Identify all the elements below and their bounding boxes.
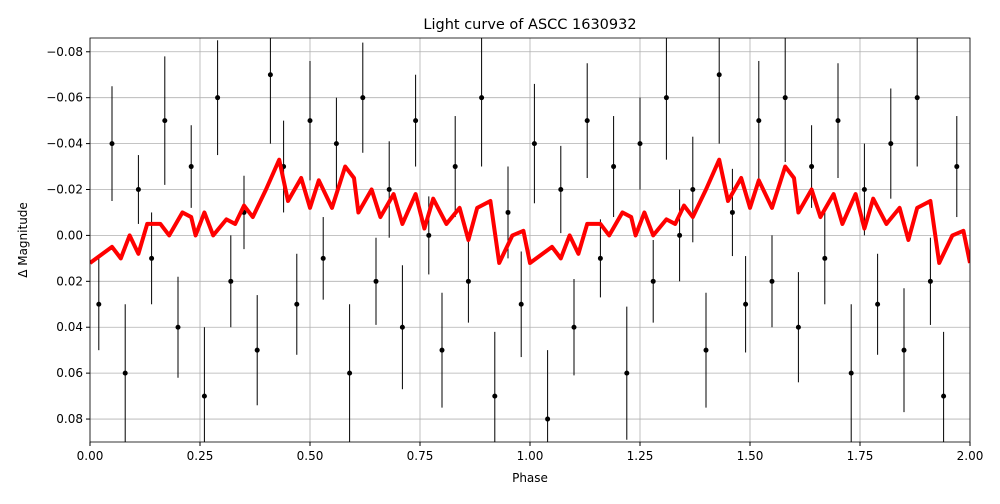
data-point bbox=[954, 164, 960, 170]
x-tick-label: 0.75 bbox=[407, 449, 434, 463]
data-point bbox=[914, 95, 920, 101]
data-point bbox=[624, 370, 630, 376]
y-tick-label: 0.06 bbox=[56, 366, 83, 380]
data-point bbox=[228, 278, 234, 284]
y-tick-label: 0.04 bbox=[56, 320, 83, 334]
data-point bbox=[518, 301, 524, 307]
data-point bbox=[663, 95, 669, 101]
data-point bbox=[756, 118, 762, 124]
data-point bbox=[452, 164, 458, 170]
data-point bbox=[769, 278, 775, 284]
data-point bbox=[360, 95, 366, 101]
data-point bbox=[611, 164, 617, 170]
data-point bbox=[215, 95, 221, 101]
data-point bbox=[267, 72, 273, 78]
data-point bbox=[465, 278, 471, 284]
data-point bbox=[320, 255, 326, 261]
data-point bbox=[439, 347, 445, 353]
data-point bbox=[703, 347, 709, 353]
data-point bbox=[729, 209, 735, 215]
data-point bbox=[109, 141, 115, 147]
data-point bbox=[901, 347, 907, 353]
data-point bbox=[149, 255, 155, 261]
y-axis-label: Δ Magnitude bbox=[16, 202, 30, 278]
data-point bbox=[848, 370, 854, 376]
data-point bbox=[716, 72, 722, 78]
data-point bbox=[175, 324, 181, 330]
data-point bbox=[545, 416, 551, 422]
data-point bbox=[162, 118, 168, 124]
x-tick-label: 2.00 bbox=[957, 449, 984, 463]
y-tick-label: 0.00 bbox=[56, 228, 83, 242]
data-point bbox=[347, 370, 353, 376]
data-point bbox=[373, 278, 379, 284]
data-point bbox=[571, 324, 577, 330]
data-point bbox=[809, 164, 815, 170]
x-tick-label: 0.25 bbox=[187, 449, 214, 463]
data-point bbox=[927, 278, 933, 284]
data-point bbox=[861, 187, 867, 192]
data-point bbox=[677, 232, 683, 238]
data-point bbox=[307, 118, 313, 124]
data-point bbox=[426, 232, 432, 238]
y-tick-label: −0.06 bbox=[46, 91, 83, 105]
data-point bbox=[333, 141, 339, 147]
data-point bbox=[505, 209, 511, 215]
data-point bbox=[531, 141, 537, 147]
x-tick-label: 0.50 bbox=[297, 449, 324, 463]
data-point bbox=[822, 255, 828, 261]
data-point bbox=[96, 301, 102, 307]
y-tick-label: 0.08 bbox=[56, 412, 83, 426]
data-point bbox=[413, 118, 419, 124]
data-point bbox=[188, 164, 194, 170]
x-axis-label: Phase bbox=[512, 471, 548, 485]
data-point bbox=[558, 187, 564, 192]
data-point bbox=[201, 393, 207, 399]
model-line bbox=[90, 157, 970, 265]
data-point bbox=[637, 141, 643, 147]
y-tick-label: −0.08 bbox=[46, 45, 83, 59]
data-point bbox=[294, 301, 300, 307]
data-point bbox=[135, 187, 141, 192]
data-point bbox=[875, 301, 881, 307]
x-tick-label: 1.00 bbox=[517, 449, 544, 463]
x-tick-label: 1.25 bbox=[627, 449, 654, 463]
data-point bbox=[492, 393, 498, 399]
data-point bbox=[941, 393, 947, 399]
data-point bbox=[254, 347, 260, 353]
data-point bbox=[835, 118, 841, 124]
data-point bbox=[690, 187, 696, 192]
data-point bbox=[650, 278, 656, 284]
data-point bbox=[584, 118, 590, 124]
y-tick-label: −0.02 bbox=[46, 183, 83, 197]
data-point bbox=[479, 95, 485, 101]
data-point bbox=[795, 324, 801, 330]
data-point bbox=[782, 95, 788, 101]
data-point bbox=[122, 370, 128, 376]
data-point bbox=[386, 187, 392, 192]
data-point bbox=[888, 141, 894, 147]
data-point bbox=[399, 324, 405, 330]
x-tick-label: 0.00 bbox=[77, 449, 104, 463]
chart-title: Light curve of ASCC 1630932 bbox=[423, 17, 636, 33]
data-point bbox=[743, 301, 749, 307]
y-tick-label: −0.04 bbox=[46, 137, 83, 151]
y-tick-label: 0.02 bbox=[56, 274, 83, 288]
data-point bbox=[597, 255, 603, 261]
x-tick-label: 1.50 bbox=[737, 449, 764, 463]
data bbox=[90, 38, 970, 442]
x-tick-label: 1.75 bbox=[847, 449, 874, 463]
